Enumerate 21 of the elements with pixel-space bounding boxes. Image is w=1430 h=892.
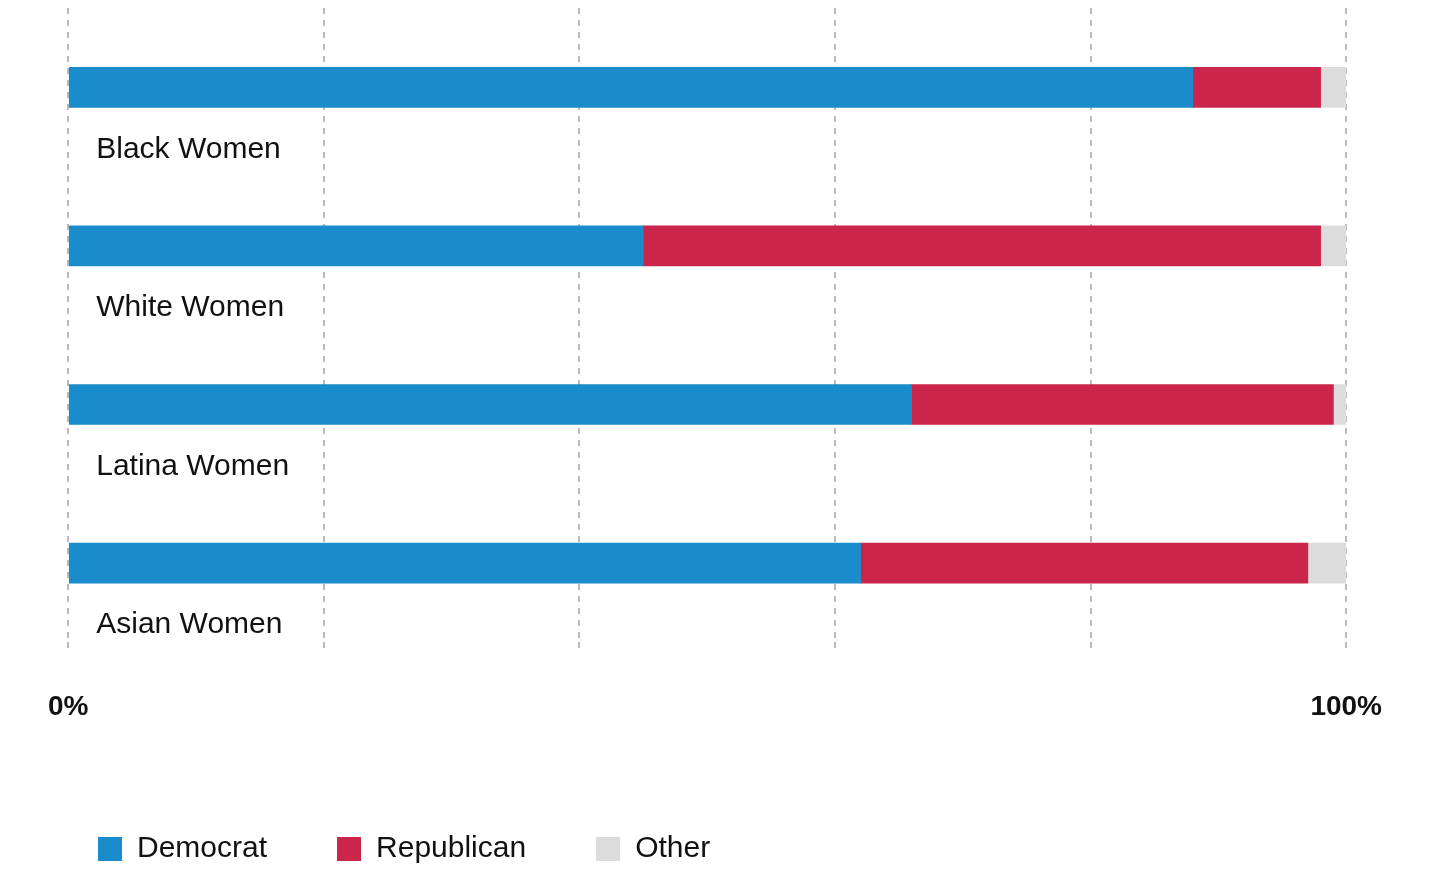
x-tick-label: 100%	[1310, 689, 1383, 721]
y-tick-label: Asian Women	[96, 606, 283, 640]
bar	[68, 66, 1194, 108]
bar	[1320, 66, 1347, 108]
bar	[642, 225, 1321, 267]
bar	[1333, 384, 1347, 425]
y-tick-label: White Women	[96, 289, 285, 323]
bar	[1192, 66, 1321, 108]
y-tick-label: Black Women	[96, 130, 281, 164]
bar	[68, 225, 644, 267]
bar	[1307, 542, 1347, 584]
legend-label: Other	[635, 830, 711, 864]
bar	[68, 542, 861, 584]
legend-label: Democrat	[137, 830, 268, 864]
legend-label: Republican	[376, 830, 527, 864]
y-tick-label: Latina Women	[96, 447, 290, 481]
bar	[68, 384, 913, 425]
x-tick-label: 0%	[48, 689, 89, 721]
bar	[911, 384, 1334, 425]
bar	[860, 542, 1309, 584]
bar	[1320, 225, 1347, 267]
